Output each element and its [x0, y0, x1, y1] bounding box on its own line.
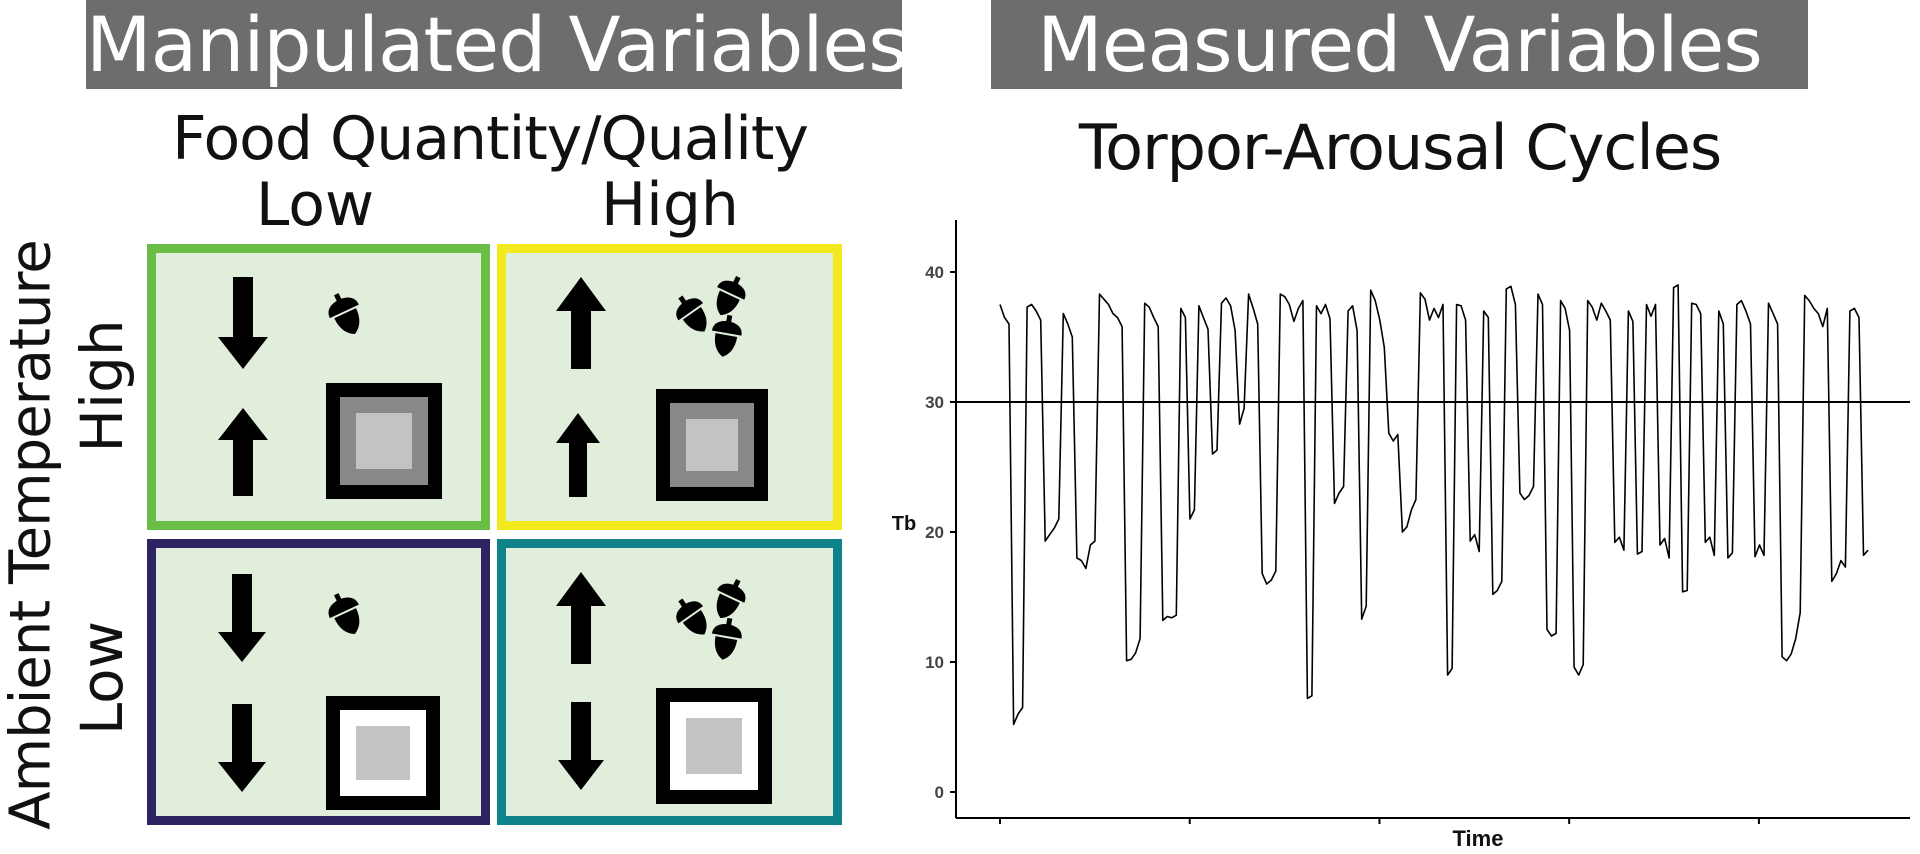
arrow-up-icon: [556, 277, 606, 369]
enclosure-box-icon: [656, 389, 768, 501]
acorn-icon: [328, 293, 360, 335]
food-quantity-quality-title: Food Quantity/Quality: [172, 104, 809, 174]
food-low-label: Low: [255, 170, 375, 240]
temp-high-label: High: [68, 319, 136, 453]
x-axis-label: Time: [1453, 826, 1504, 851]
enclosure-box-icon: [326, 696, 440, 810]
enclosure-box-icon: [326, 383, 442, 499]
arrow-down-icon: [218, 277, 268, 369]
cell-high-temp-low-food: [147, 244, 490, 530]
chart-title: Torpor-Arousal Cycles: [1078, 111, 1722, 184]
food-high-label: High: [601, 170, 739, 240]
temp-low-label: Low: [68, 620, 136, 736]
y-tick-label: 10: [925, 653, 944, 672]
tb-series-line: [999, 284, 1869, 726]
arrow-up-icon: [556, 413, 600, 497]
y-tick-label: 40: [925, 263, 944, 282]
enclosure-box-icon: [656, 688, 772, 804]
y-tick-label: 20: [925, 523, 944, 542]
arrow-down-icon: [218, 574, 266, 662]
y-tick-label: 0: [935, 783, 944, 802]
y-axis-label: Tb: [892, 513, 916, 535]
acorns-icon: [676, 579, 746, 660]
acorn-icon: [328, 593, 360, 635]
ambient-temperature-title: Ambient Temperature: [0, 240, 64, 830]
cell-high-temp-high-food: [497, 244, 842, 530]
arrow-up-icon: [556, 572, 606, 664]
measured-variables-banner: Measured Variables: [991, 0, 1808, 89]
arrow-up-icon: [218, 408, 268, 496]
torpor-arousal-chart: 0 10 20 30 40 Tb Time: [892, 220, 1910, 851]
cell-low-temp-high-food: [497, 539, 842, 825]
manipulated-variables-banner: Manipulated Variables: [86, 0, 902, 89]
y-tick-label: 30: [925, 393, 944, 412]
arrow-down-icon: [558, 702, 604, 790]
cell-low-temp-low-food: [147, 539, 490, 825]
arrow-down-icon: [218, 704, 266, 792]
acorns-icon: [676, 276, 746, 357]
